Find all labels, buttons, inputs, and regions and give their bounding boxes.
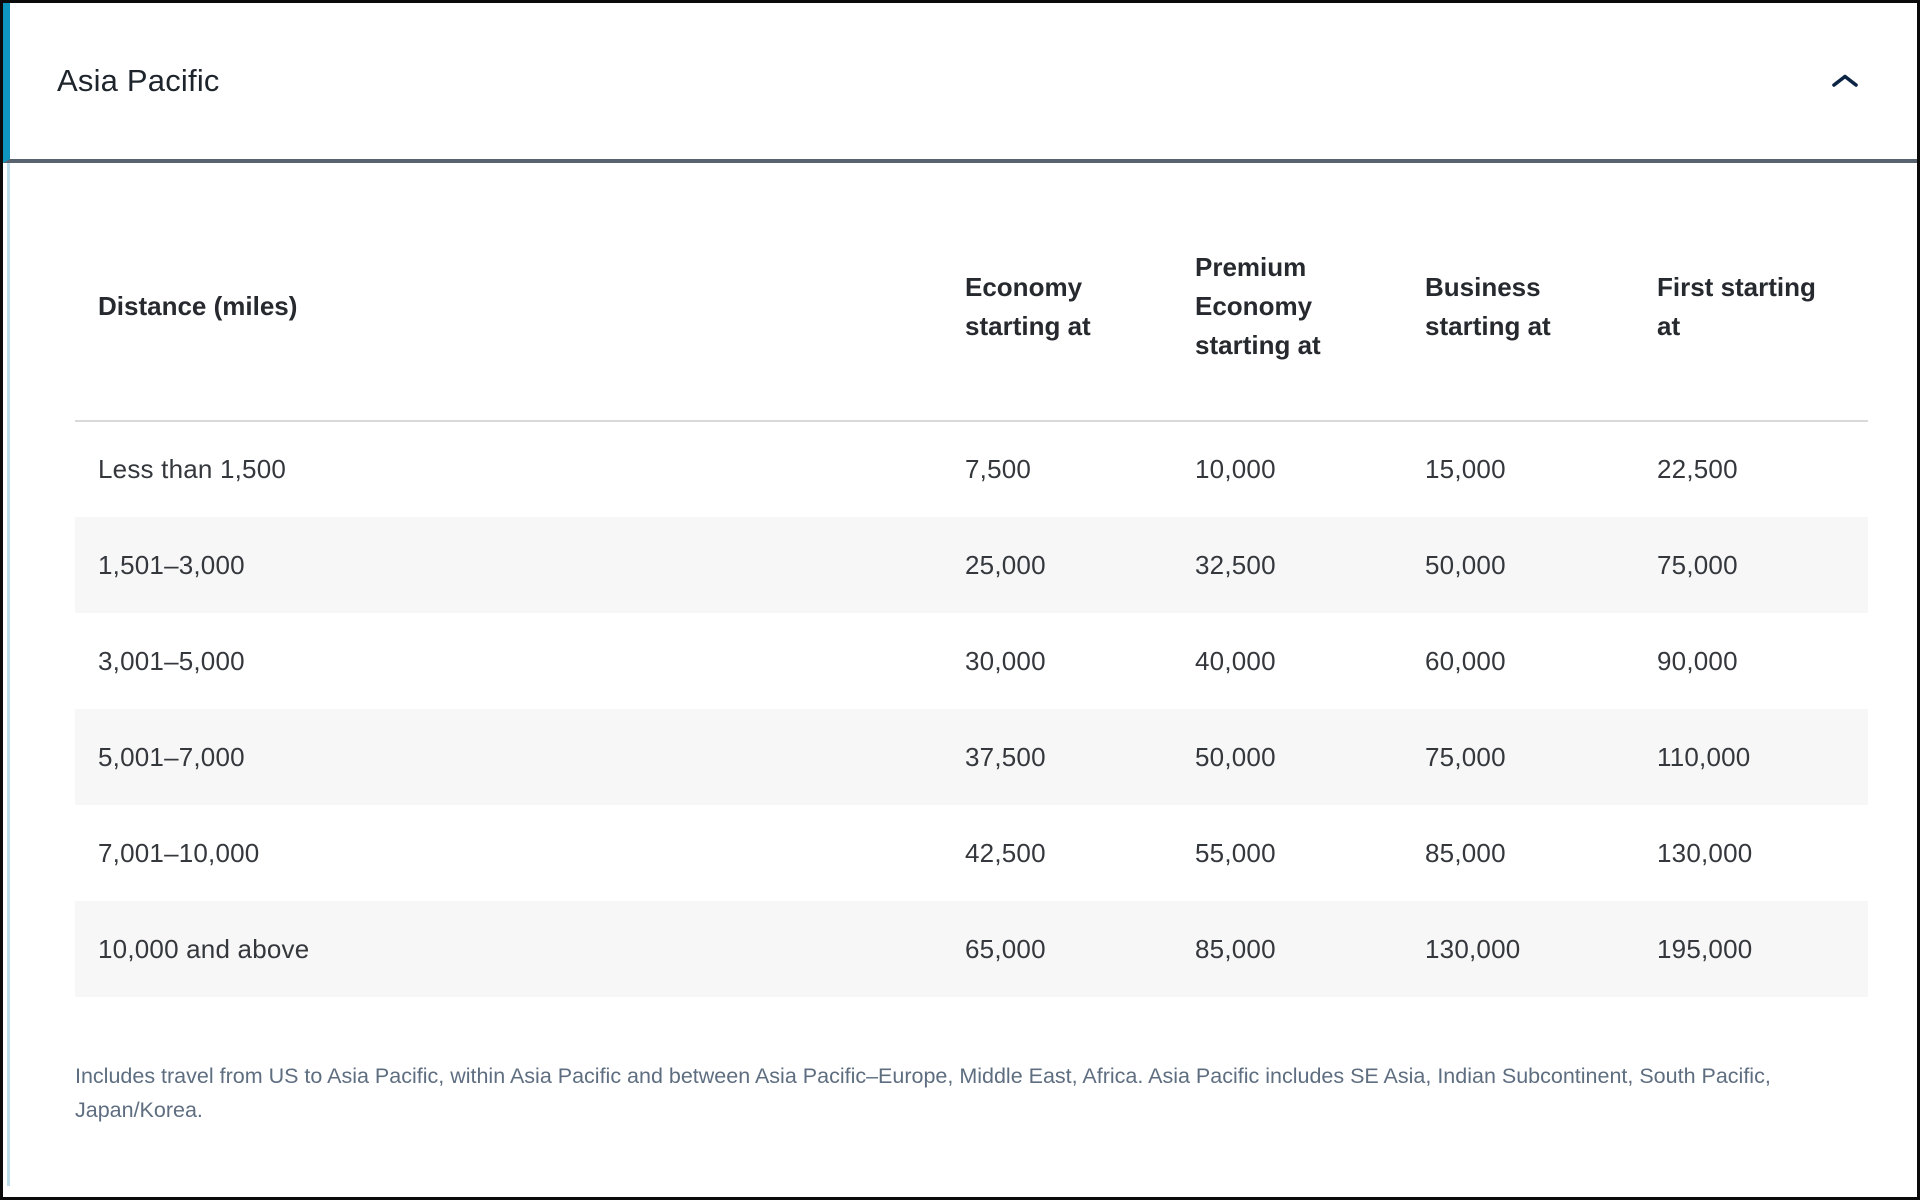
cell-premium-economy: 10,000 [1195, 454, 1276, 484]
chevron-up-icon[interactable] [1830, 72, 1860, 90]
cell-distance: 1,501–3,000 [98, 549, 245, 580]
table-row: 5,001–7,000 37,500 50,000 75,000 110,000 [75, 709, 1868, 805]
cell-economy: 30,000 [965, 645, 1046, 676]
award-chart-table: Distance (miles) Economy starting at Pre… [75, 193, 1868, 997]
cell-distance: Less than 1,500 [98, 454, 287, 484]
cell-business: 130,000 [1425, 933, 1521, 964]
table-row: 3,001–5,000 30,000 40,000 60,000 90,000 [75, 613, 1868, 709]
cell-first: 110,000 [1657, 741, 1751, 772]
cell-first: 195,000 [1657, 933, 1753, 964]
cell-economy: 25,000 [965, 549, 1046, 580]
accordion-header-asia-pacific[interactable]: Asia Pacific [3, 3, 1917, 163]
cell-business: 75,000 [1425, 741, 1506, 772]
cell-first: 75,000 [1657, 549, 1738, 580]
cell-business: 15,000 [1425, 454, 1506, 484]
cell-premium-economy: 40,000 [1195, 645, 1276, 676]
accordion-content: Distance (miles) Economy starting at Pre… [7, 163, 1917, 1186]
cell-premium-economy: 55,000 [1195, 837, 1276, 868]
cell-distance: 3,001–5,000 [98, 645, 245, 676]
cell-premium-economy: 85,000 [1195, 933, 1276, 964]
table-row: 7,001–10,000 42,500 55,000 85,000 130,00… [75, 805, 1868, 901]
cell-economy: 37,500 [965, 741, 1046, 772]
table-row: Less than 1,500 7,500 10,000 15,000 22,5… [75, 421, 1868, 517]
column-header-distance: Distance (miles) [75, 193, 965, 422]
table-row: 1,501–3,000 25,000 32,500 50,000 75,000 [75, 517, 1868, 613]
cell-business: 85,000 [1425, 837, 1506, 868]
cell-premium-economy: 32,500 [1195, 549, 1276, 580]
cell-economy: 7,500 [965, 454, 1032, 484]
column-header-first: First starting at [1657, 193, 1868, 422]
column-header-business: Business starting at [1425, 193, 1657, 422]
table-row: 10,000 and above 65,000 85,000 130,000 1… [75, 901, 1868, 997]
cell-business: 60,000 [1425, 645, 1506, 676]
table-header-row: Distance (miles) Economy starting at Pre… [75, 193, 1868, 422]
cell-distance: 5,001–7,000 [98, 741, 245, 772]
table-footnote: Includes travel from US to Asia Pacific,… [75, 1064, 1771, 1123]
cell-economy: 65,000 [965, 933, 1046, 964]
column-header-premium-economy: Premium Economy starting at [1195, 193, 1425, 422]
cell-first: 22,500 [1657, 454, 1738, 484]
cell-economy: 42,500 [965, 837, 1046, 868]
cell-first: 90,000 [1657, 645, 1738, 676]
cell-premium-economy: 50,000 [1195, 741, 1276, 772]
column-header-economy: Economy starting at [965, 193, 1195, 422]
cell-distance: 7,001–10,000 [98, 837, 260, 868]
cell-business: 50,000 [1425, 549, 1506, 580]
cell-distance: 10,000 and above [98, 933, 310, 964]
cell-first: 130,000 [1657, 837, 1753, 868]
accordion-title: Asia Pacific [57, 63, 220, 98]
